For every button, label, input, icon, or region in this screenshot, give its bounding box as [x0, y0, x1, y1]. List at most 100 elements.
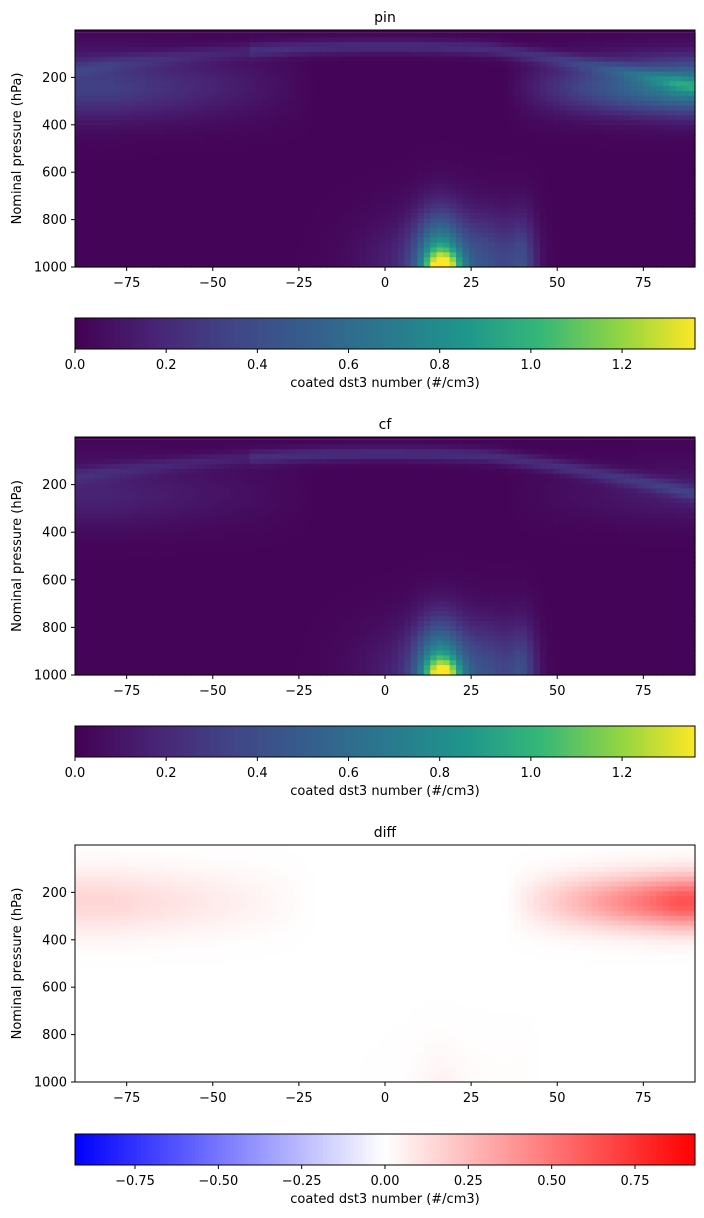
- heatmap-cell: [604, 252, 612, 258]
- heatmap-cell: [546, 227, 554, 234]
- heatmap-cell: [107, 71, 115, 77]
- heatmap-cell: [126, 71, 134, 77]
- heatmap-cell: [385, 439, 393, 445]
- heatmap-cell: [643, 439, 651, 445]
- heatmap-cell: [546, 262, 554, 268]
- heatmap-cell: [223, 227, 231, 234]
- colorbar-segment: [640, 318, 646, 349]
- heatmap-cell: [230, 154, 238, 161]
- heatmap-cell: [204, 247, 212, 253]
- heatmap-cell: [191, 218, 199, 224]
- heatmap-cell: [339, 213, 347, 219]
- colorbar-segment: [171, 318, 177, 349]
- heatmap-cell: [171, 61, 179, 68]
- heatmap-cell: [268, 188, 276, 195]
- heatmap-cell: [75, 242, 83, 249]
- heatmap-cell: [397, 188, 405, 195]
- heatmap-cell: [352, 242, 360, 249]
- heatmap-cell: [346, 242, 354, 249]
- heatmap-cell: [540, 56, 548, 63]
- heatmap-cell: [417, 95, 425, 102]
- heatmap-cell: [481, 42, 489, 48]
- heatmap-cell: [688, 218, 696, 224]
- heatmap-cell: [385, 115, 393, 121]
- heatmap-cell: [184, 242, 192, 249]
- heatmap-cell: [346, 213, 354, 219]
- heatmap-cell: [475, 159, 483, 165]
- heatmap-cell: [481, 37, 489, 43]
- heatmap-cell: [242, 154, 250, 161]
- heatmap-cell: [139, 444, 147, 450]
- heatmap-cell: [255, 135, 263, 141]
- heatmap-cell: [468, 444, 477, 450]
- heatmap-cell: [126, 110, 134, 117]
- heatmap-cell: [688, 81, 696, 87]
- heatmap-cell: [643, 179, 651, 185]
- heatmap-cell: [75, 42, 83, 48]
- heatmap-cell: [417, 51, 425, 58]
- heatmap-cell: [649, 76, 657, 82]
- colorbar-segment: [447, 318, 452, 349]
- heatmap-cell: [339, 56, 347, 63]
- heatmap-cell: [184, 61, 192, 68]
- heatmap-cell: [255, 32, 263, 38]
- heatmap-cell: [611, 262, 619, 268]
- heatmap-cell: [688, 193, 696, 200]
- heatmap-cell: [139, 247, 147, 253]
- heatmap-cell: [662, 183, 670, 190]
- heatmap-cell: [565, 61, 573, 68]
- heatmap-cell: [87, 115, 95, 121]
- heatmap-cell: [333, 252, 341, 258]
- heatmap-cell: [488, 193, 496, 200]
- heatmap-cell: [204, 223, 212, 229]
- heatmap-cell: [81, 37, 89, 43]
- heatmap-cell: [75, 51, 83, 58]
- heatmap-cell: [598, 179, 606, 185]
- heatmap-cell: [662, 247, 670, 253]
- heatmap-cell: [578, 232, 586, 239]
- heatmap-cell: [249, 203, 257, 209]
- heatmap-cell: [520, 213, 528, 219]
- heatmap-cell: [540, 66, 548, 73]
- heatmap-cell: [346, 154, 354, 161]
- heatmap-cell: [113, 100, 121, 107]
- heatmap-cell: [307, 135, 315, 141]
- heatmap-cell: [443, 105, 451, 112]
- heatmap-cell: [87, 81, 95, 87]
- heatmap-cell: [410, 139, 418, 146]
- heatmap-cell: [688, 42, 696, 48]
- heatmap-cell: [372, 95, 380, 102]
- heatmap-cell: [171, 179, 179, 185]
- heatmap-cell: [133, 237, 141, 244]
- heatmap-cell: [307, 159, 315, 165]
- heatmap-cell: [113, 198, 121, 205]
- heatmap-cell: [662, 115, 670, 121]
- heatmap-cell: [107, 247, 115, 253]
- heatmap-cell: [462, 164, 470, 170]
- heatmap-cell: [385, 242, 393, 249]
- heatmap-cell: [359, 105, 367, 112]
- heatmap-cell: [365, 208, 373, 214]
- heatmap-cell: [488, 56, 496, 63]
- colorbar-segment: [125, 318, 130, 349]
- heatmap-cell: [242, 86, 250, 92]
- heatmap-cell: [165, 169, 173, 175]
- heatmap-cell: [107, 81, 115, 87]
- heatmap-cell: [178, 130, 186, 136]
- heatmap-cell: [488, 115, 496, 121]
- heatmap-cell: [313, 51, 322, 58]
- heatmap-cell: [533, 51, 541, 58]
- heatmap-cell: [100, 32, 108, 38]
- heatmap-cell: [598, 218, 606, 224]
- heatmap-cell: [540, 149, 548, 156]
- heatmap-cell: [320, 110, 328, 117]
- heatmap-cell: [559, 242, 567, 249]
- heatmap-cell: [617, 193, 625, 200]
- heatmap-cell: [417, 252, 425, 258]
- heatmap-cell: [404, 218, 412, 224]
- heatmap-cell: [275, 149, 283, 156]
- heatmap-cell: [462, 66, 470, 73]
- colorbar-segment: [404, 318, 409, 349]
- heatmap-cell: [184, 105, 192, 112]
- heatmap-cell: [313, 183, 322, 190]
